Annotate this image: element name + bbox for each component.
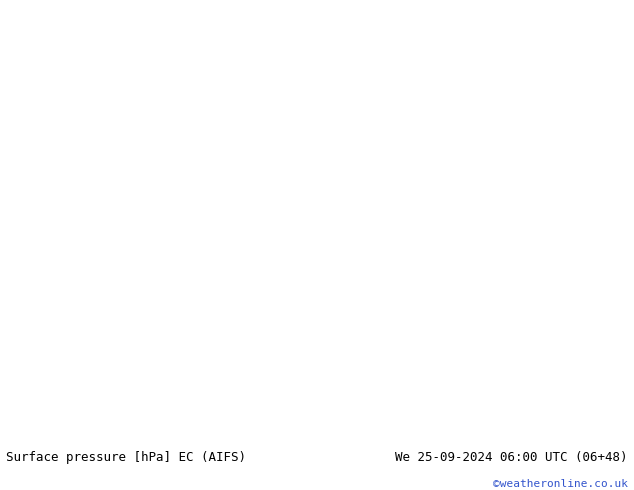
Text: ©weatheronline.co.uk: ©weatheronline.co.uk [493, 479, 628, 489]
Text: We 25-09-2024 06:00 UTC (06+48): We 25-09-2024 06:00 UTC (06+48) [395, 451, 628, 464]
Text: Surface pressure [hPa] EC (AIFS): Surface pressure [hPa] EC (AIFS) [6, 451, 247, 464]
